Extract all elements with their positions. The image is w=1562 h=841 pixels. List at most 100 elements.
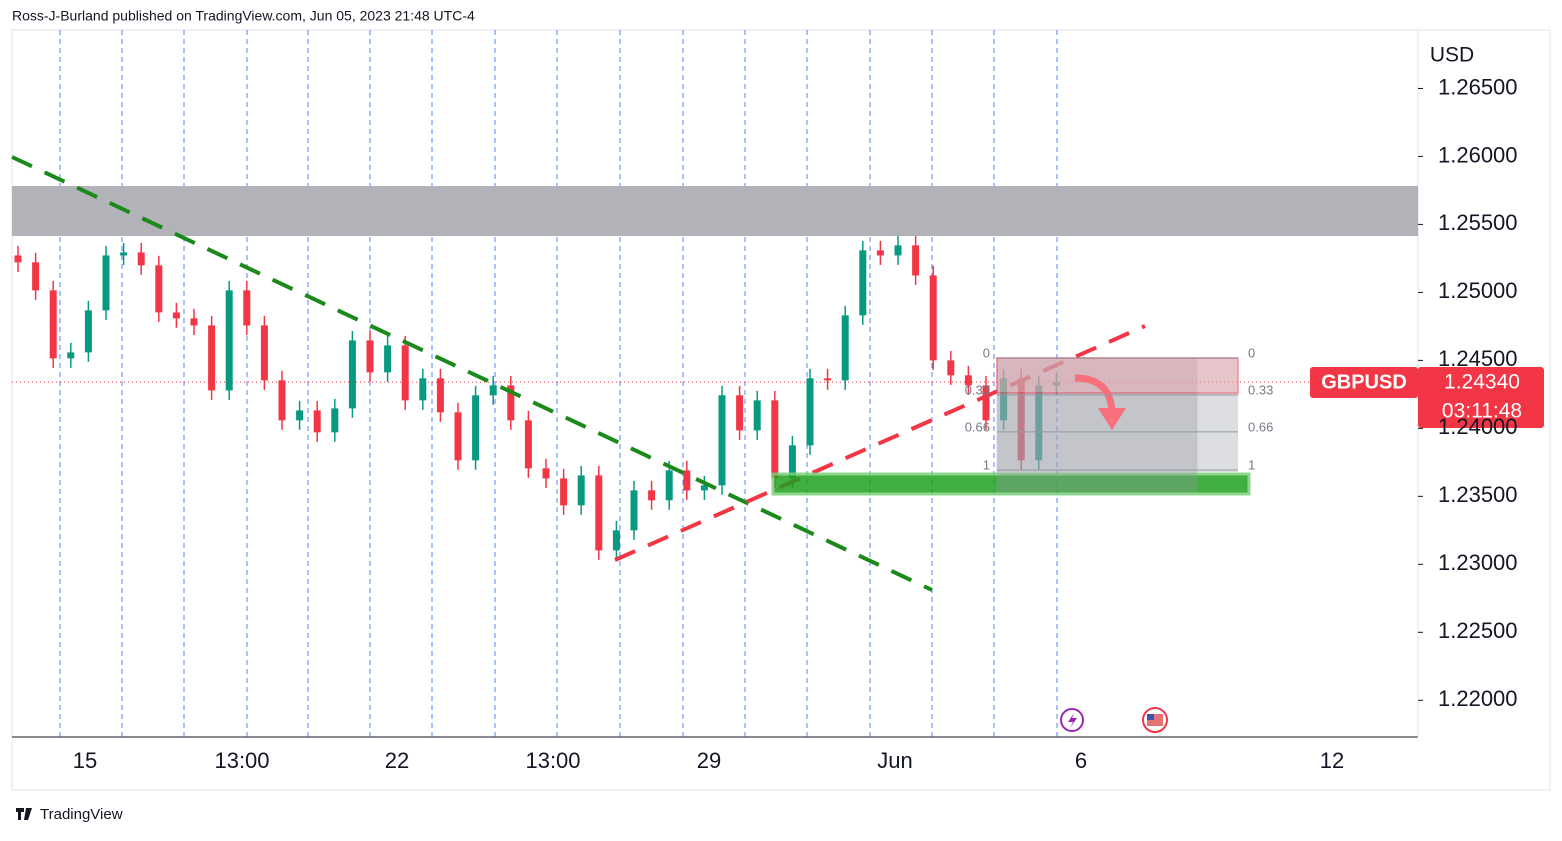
countdown: 03:11:48 — [1442, 400, 1522, 423]
candle-body — [771, 400, 779, 479]
fib-label-left: 1 — [983, 457, 990, 472]
candle-body — [155, 265, 163, 313]
candle-body — [753, 400, 761, 431]
candle-body — [824, 378, 832, 381]
candle-body — [1052, 382, 1060, 386]
candle-body — [700, 485, 708, 491]
candle-body — [1000, 378, 1008, 421]
candle-body — [384, 345, 392, 373]
candle-body — [718, 395, 726, 486]
candle-body — [489, 385, 497, 396]
chart-frame — [11, 29, 1551, 791]
candle-body — [401, 345, 409, 401]
candle-body — [595, 475, 603, 551]
header: Ross-J-Burland published on TradingView.… — [12, 8, 475, 24]
flag-canton — [1147, 714, 1154, 720]
candle-body — [929, 275, 937, 361]
candle-body — [683, 470, 691, 491]
y-tick-label: 1.26500 — [1438, 74, 1518, 99]
y-tick-label: 1.22000 — [1438, 686, 1518, 711]
down-trendline — [11, 155, 933, 592]
fib-label-right: 1 — [1248, 457, 1255, 472]
candle-body — [665, 470, 673, 501]
y-tick-label: 1.26000 — [1438, 142, 1518, 167]
candle-body — [32, 262, 40, 291]
candle-body — [507, 385, 515, 421]
candle-body — [67, 352, 75, 359]
fib-label-right: 0 — [1248, 345, 1255, 360]
x-tick-label: 22 — [385, 748, 409, 773]
candle-body — [560, 478, 568, 506]
candle-body — [190, 318, 198, 326]
x-tick-label: Jun — [877, 748, 912, 773]
up-trendline — [614, 324, 1146, 562]
candle-body — [313, 410, 321, 433]
fib-label-left: 0 — [983, 345, 990, 360]
candle-body — [612, 530, 620, 551]
resistance-zone — [12, 186, 1418, 236]
fib-levels: 0 0 0.33 0.33 0.66 0.66 1 1 — [965, 345, 1274, 472]
candle-body — [876, 250, 884, 256]
candle-body — [225, 290, 233, 391]
event-bolt — [1068, 713, 1077, 728]
candle-body — [577, 475, 585, 506]
fib-label-left: 0.33 — [965, 382, 990, 397]
y-tick-label: 1.25000 — [1438, 278, 1518, 303]
candle-body — [84, 310, 92, 353]
symbol: GBPUSD — [1321, 371, 1407, 393]
candle-body — [1035, 385, 1043, 461]
candle-body — [243, 290, 251, 326]
fib-label-right: 0.33 — [1248, 382, 1273, 397]
candle-body — [1017, 378, 1025, 461]
fib-label-left: 0.66 — [965, 419, 990, 434]
candle-body — [331, 408, 339, 433]
x-tick-label: 29 — [697, 748, 721, 773]
x-tick-label: 13:00 — [525, 748, 580, 773]
last-price: 1.24340 — [1444, 371, 1520, 394]
candle-body — [296, 410, 304, 421]
currency: USD — [1430, 44, 1474, 67]
candle-body — [260, 325, 268, 381]
y-tick-label: 1.24500 — [1438, 346, 1518, 371]
y-tick-label: 1.23000 — [1438, 550, 1518, 575]
candle-body — [859, 250, 867, 316]
x-tick-label: 13:00 — [214, 748, 269, 773]
symbol-tag — [1310, 367, 1418, 398]
candle-body — [120, 252, 128, 256]
price-tag — [1418, 367, 1544, 428]
candle-body — [964, 375, 972, 386]
candle-body — [366, 340, 374, 373]
x-tick-label: 15 — [73, 748, 97, 773]
candle-body — [894, 245, 902, 256]
candle-body — [947, 360, 955, 376]
candle-body — [454, 412, 462, 461]
candles — [12, 235, 1310, 560]
candle-body — [137, 252, 145, 266]
logo-mark — [16, 808, 32, 820]
candle-body — [172, 312, 180, 319]
candle-body — [436, 378, 444, 413]
support-zone — [771, 472, 1251, 496]
candle-body — [841, 315, 849, 381]
y-tick-label: 1.22500 — [1438, 618, 1518, 643]
fib-label-right: 0.66 — [1248, 419, 1273, 434]
candle-body — [648, 490, 656, 501]
candle-body — [788, 445, 796, 479]
candle-body — [524, 420, 532, 469]
sell-zone — [996, 357, 1239, 394]
candle-body — [14, 255, 22, 263]
footer: TradingView — [40, 806, 123, 823]
candle-body — [278, 380, 286, 421]
candle-body — [736, 395, 744, 431]
candle-body — [208, 325, 216, 391]
candle-body — [102, 255, 110, 311]
candle-body — [348, 340, 356, 409]
arrow-head — [1098, 408, 1126, 430]
candle-body — [419, 378, 427, 401]
candle-body — [630, 490, 638, 531]
candle-body — [982, 385, 990, 421]
y-tick-label: 1.24000 — [1438, 414, 1518, 439]
candle-body — [912, 245, 920, 276]
